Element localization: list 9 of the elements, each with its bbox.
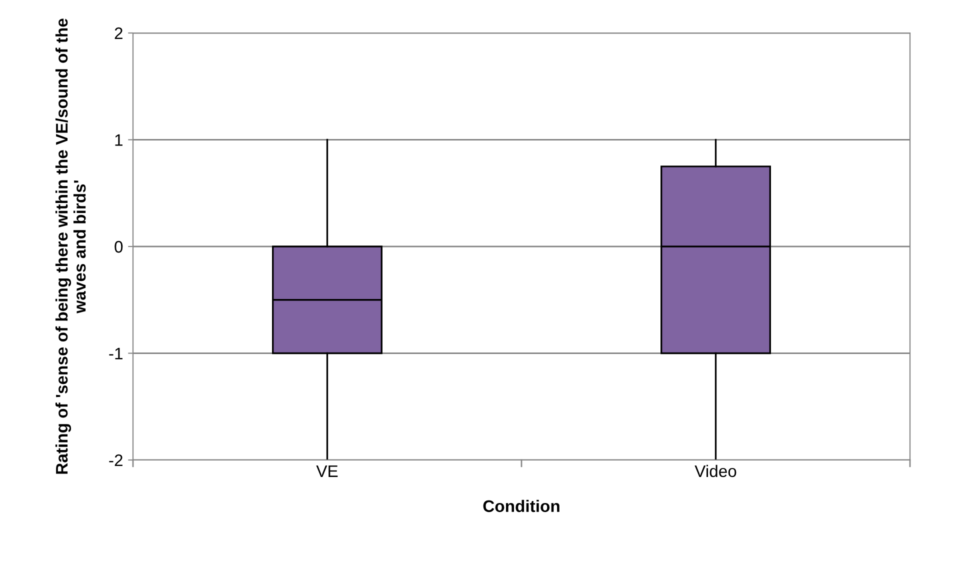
x-tick-label: Video (694, 464, 736, 478)
y-tick-label: -1 (109, 348, 122, 360)
y-tick-label: 2 (114, 27, 122, 40)
x-axis-title: Condition (483, 500, 560, 512)
y-tick-label: 1 (115, 134, 122, 146)
y-tick-label: 0 (114, 240, 123, 253)
y-axis-title: Rating of 'sense of being there within the VE/sound of the waves and birds' (55, 18, 86, 474)
y-tick-label: -2 (109, 454, 122, 466)
x-tick-label: VE (316, 465, 338, 477)
